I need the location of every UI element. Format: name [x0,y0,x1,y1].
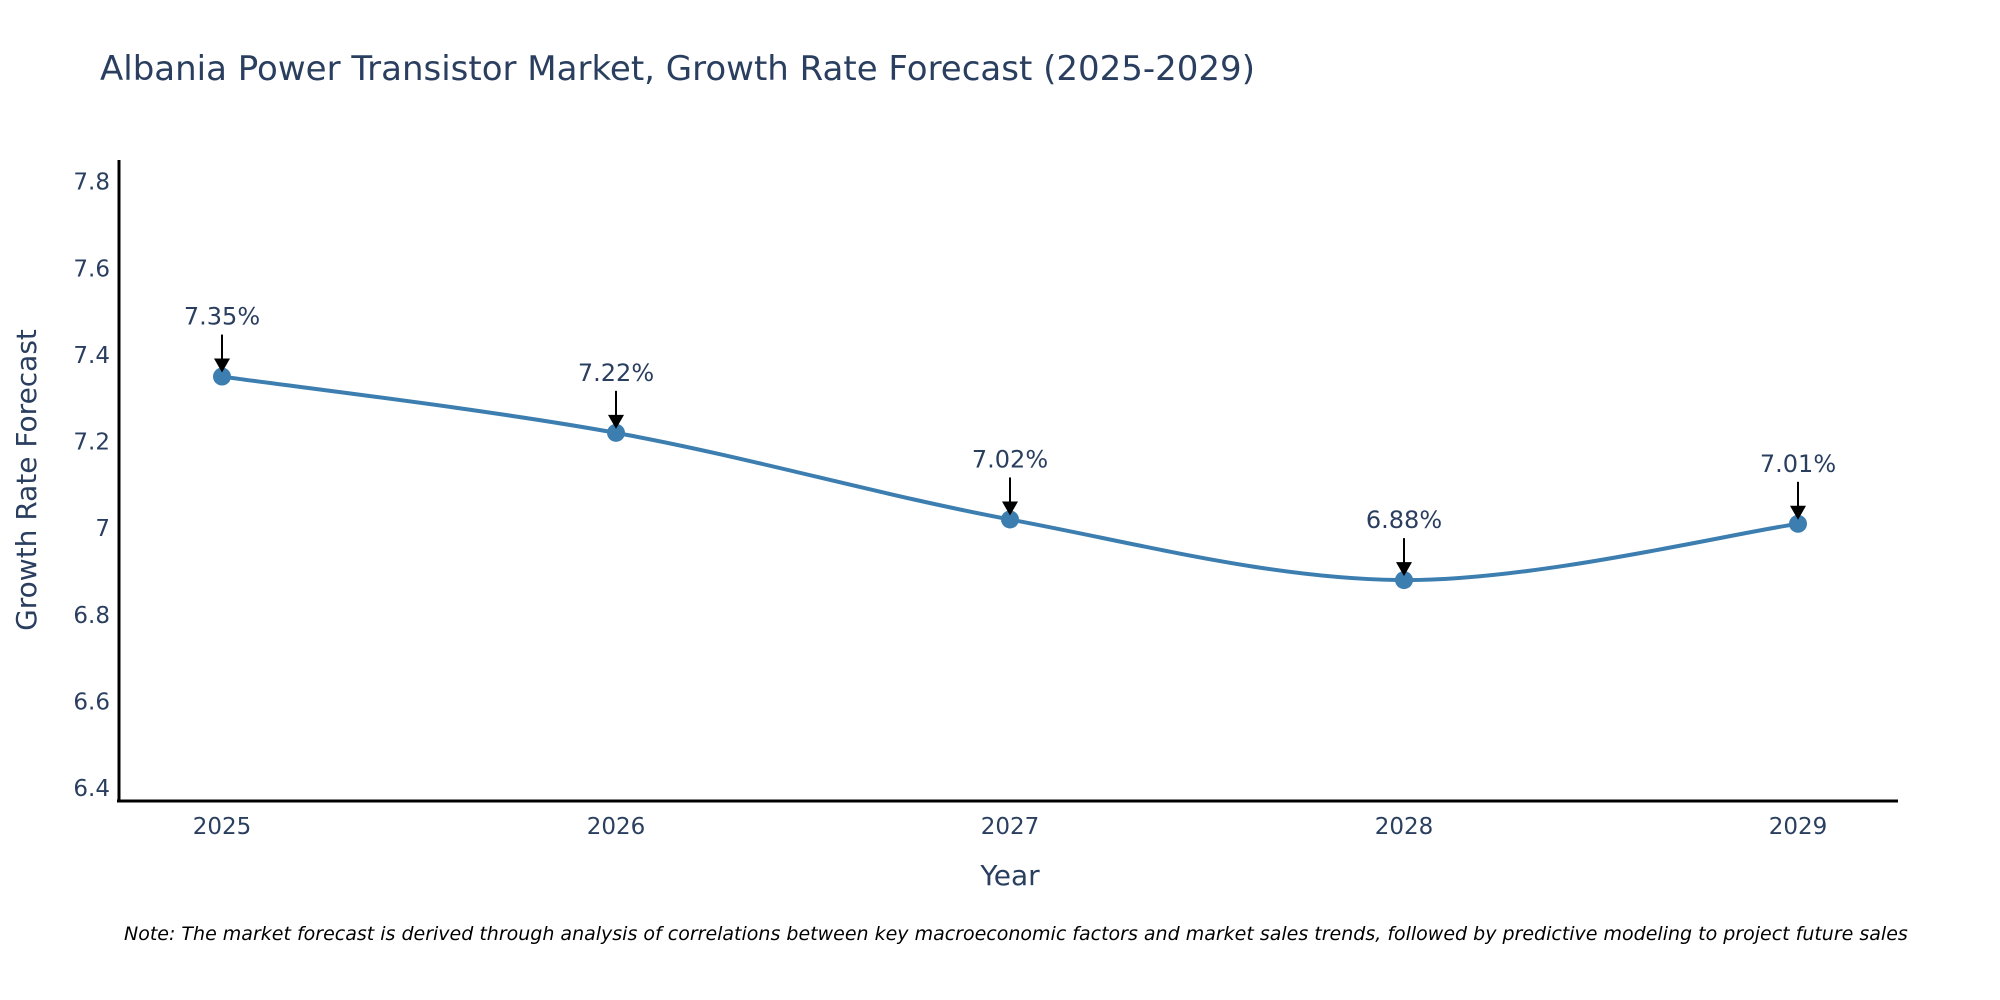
annotation-arrowhead [1396,562,1412,577]
x-tick-label: 2026 [587,814,646,840]
annotation-label: 7.22% [578,359,654,387]
footnote: Note: The market forecast is derived thr… [124,923,1908,945]
y-axis-title: Growth Rate Forecast [10,329,43,631]
y-tick-label: 7.2 [73,430,110,456]
y-tick-label: 6.6 [73,689,110,715]
annotation-label: 7.35% [184,303,260,331]
annotations: 7.35% 7.22% 7.02% 6.88% 7.01% [184,303,1836,577]
x-axis-ticks: 2025 2026 2027 2028 2029 [193,814,1828,840]
y-tick-label: 6.4 [73,776,110,802]
annotation-arrowhead [1002,501,1018,516]
y-tick-label: 7.4 [73,343,110,369]
annotation-label: 7.01% [1760,450,1836,478]
x-tick-label: 2029 [1769,814,1828,840]
x-tick-label: 2028 [1375,814,1434,840]
annotation-arrowhead [1790,505,1806,520]
annotation-arrowhead [214,358,230,373]
annotation-label: 6.88% [1366,506,1442,534]
y-tick-label: 7 [95,516,110,542]
data-point [213,367,231,386]
chart-title: Albania Power Transistor Market, Growth … [100,49,1255,89]
annotation-label: 7.02% [972,445,1048,473]
y-tick-label: 7.6 [73,256,110,282]
annotation-arrowhead [608,414,624,429]
data-point [607,423,625,442]
data-points [213,367,1807,590]
x-tick-label: 2025 [193,814,252,840]
data-point [1001,510,1019,529]
y-tick-label: 7.8 [73,170,110,196]
data-point [1789,514,1807,533]
y-axis-ticks: 6.4 6.6 6.8 7 7.2 7.4 7.6 7.8 [73,170,110,802]
x-axis-title: Year [979,859,1040,892]
data-point [1395,571,1413,590]
y-tick-label: 6.8 [73,603,110,629]
x-tick-label: 2027 [981,814,1040,840]
